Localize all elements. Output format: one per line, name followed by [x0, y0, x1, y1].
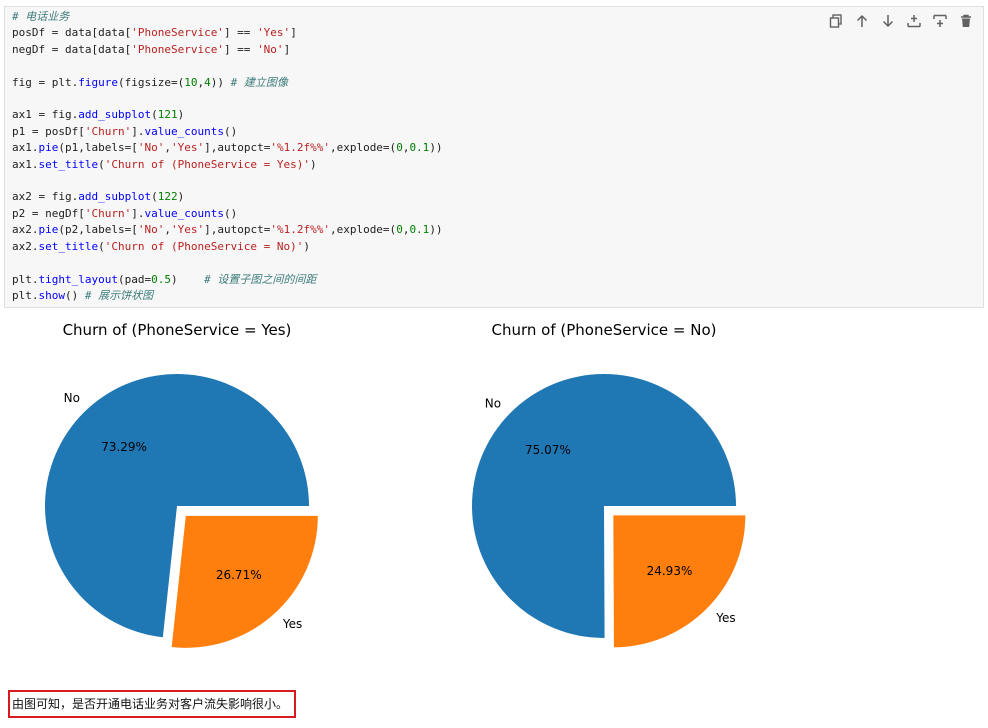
conclusion-note: 由图可知，是否开通电话业务对客户流失影响很小。: [8, 690, 297, 718]
code-line: # 电话业务: [12, 10, 70, 23]
pie-percent-label: 24.93%: [647, 564, 693, 578]
cell-toolbar: [827, 12, 975, 30]
move-up-icon[interactable]: [853, 12, 871, 30]
code-editor[interactable]: # 电话业务 posDf = data[data['PhoneService']…: [12, 9, 443, 304]
delete-icon[interactable]: [957, 12, 975, 30]
pie-category-label: Yes: [282, 617, 302, 631]
code-line: p1 = posDf['Churn'].value_counts(): [12, 124, 238, 138]
pie-slice-no: [472, 373, 736, 638]
pie-slice-yes: [171, 515, 318, 648]
pie-category-label: Yes: [715, 611, 735, 625]
insert-below-icon[interactable]: [931, 12, 949, 30]
pie-slice-no: [45, 374, 309, 638]
pie-percent-label: 26.71%: [216, 568, 262, 582]
code-line: fig = plt.figure(figsize=(10,4)) # 建立图像: [12, 75, 288, 89]
code-line: ax1.pie(p1,labels=['No','Yes'],autopct='…: [12, 141, 443, 155]
code-line: negDf = data[data['PhoneService'] == 'No…: [12, 42, 291, 56]
duplicate-icon[interactable]: [827, 12, 845, 30]
code-line: ax2.set_title('Churn of (PhoneService = …: [12, 239, 311, 253]
code-line: ax1.set_title('Churn of (PhoneService = …: [12, 157, 317, 171]
pie-category-label: No: [485, 397, 501, 411]
pie-percent-label: 73.29%: [101, 440, 147, 454]
pie-chart-phoneservice-yes: Churn of (PhoneService = Yes) 73.29% No 26.…: [45, 321, 318, 648]
pie-percent-label: 75.07%: [525, 443, 571, 457]
output-figure: Churn of (PhoneService = Yes) 73.29% No 26.…: [45, 321, 746, 648]
code-cell[interactable]: # 电话业务 posDf = data[data['PhoneService']…: [4, 6, 984, 308]
code-line: plt.show() # 展示饼状图: [12, 288, 154, 302]
pie-slice-yes: [613, 515, 746, 648]
code-line: p2 = negDf['Churn'].value_counts(): [12, 206, 238, 220]
pie-chart-phoneservice-no: Churn of (PhoneService = No) 75.07% No 24.9…: [472, 321, 746, 648]
move-down-icon[interactable]: [879, 12, 897, 30]
code-line: ax2.pie(p2,labels=['No','Yes'],autopct='…: [12, 223, 443, 237]
chart-title: Churn of (PhoneService = No): [492, 321, 717, 339]
pie-category-label: No: [64, 391, 80, 405]
code-line: plt.tight_layout(pad=0.5) # 设置子图之间的间距: [12, 272, 317, 286]
code-line: ax2 = fig.add_subplot(122): [12, 190, 185, 204]
insert-above-icon[interactable]: [905, 12, 923, 30]
chart-title: Churn of (PhoneService = Yes): [63, 321, 292, 339]
code-line: ax1 = fig.add_subplot(121): [12, 108, 185, 122]
code-line: posDf = data[data['PhoneService'] == 'Ye…: [12, 26, 297, 40]
